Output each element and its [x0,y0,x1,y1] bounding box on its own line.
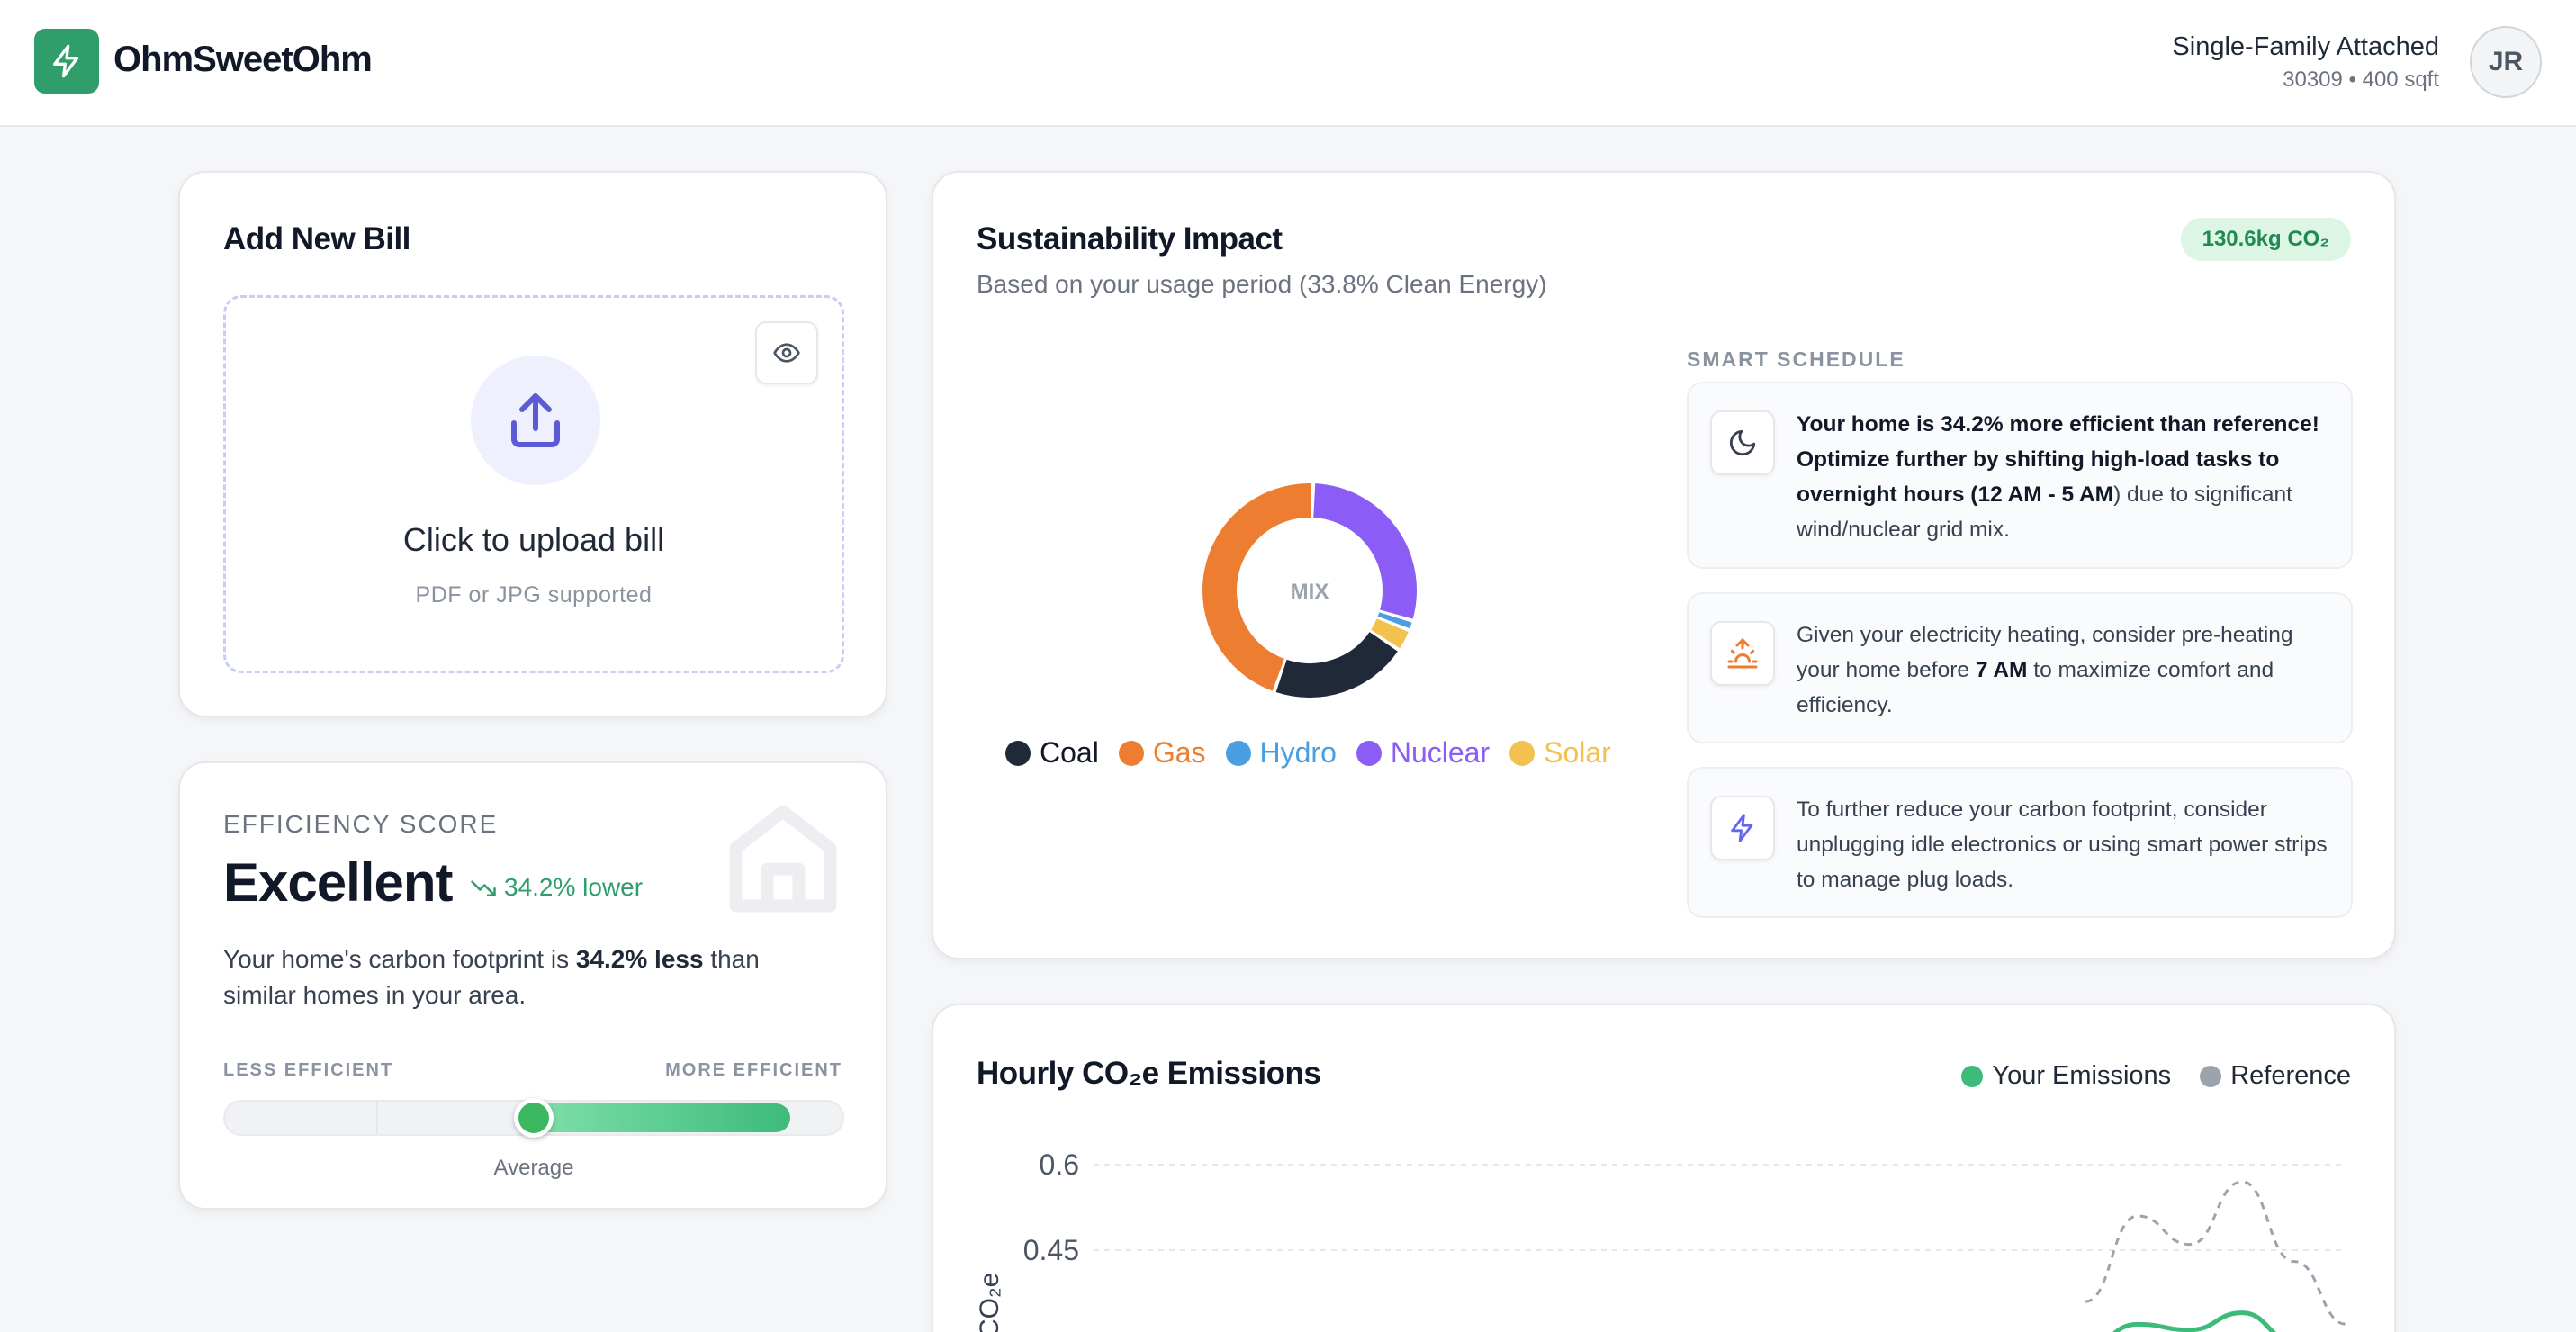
scale-left-label: LESS EFFICIENT [223,1060,394,1080]
tip-bold: Your home is 34.2% more efficient than r… [1797,412,2319,507]
donut-slice-solar[interactable] [1370,618,1409,649]
tip-bold: 7 AM [1975,658,2028,682]
eye-icon [773,343,800,363]
donut-slice-nuclear[interactable] [1312,483,1417,619]
efficiency-card: EFFICIENCY SCORE Excellent 34.2% lower Y… [178,761,887,1210]
series-line-your-emissions [2112,1310,2277,1332]
preview-button[interactable] [755,321,818,384]
legend-dot [1356,740,1382,766]
legend-dot [1225,740,1251,766]
legend-reference[interactable]: Reference [2200,1061,2351,1091]
efficiency-rating: Excellent [223,852,453,913]
legend-label: Nuclear [1390,736,1491,769]
logo[interactable] [34,29,99,94]
energy-mix-legend: Coal Gas Hydro Nuclear Solar [1005,736,1611,770]
legend-dot [1509,740,1536,766]
home-meta: 30309 • 400 sqft [2283,68,2439,92]
scale-mid-label: Average [493,1156,574,1180]
legend-item-nuclear[interactable]: Nuclear [1356,736,1490,770]
upload-dropzone[interactable]: Click to upload bill PDF or JPG supporte… [223,295,844,673]
trend-down-icon [471,880,496,896]
efficiency-label: EFFICIENCY SCORE [223,810,499,838]
scale-right-label: MORE EFFICIENT [665,1060,842,1080]
efficiency-scale-fill [536,1103,790,1132]
legend-dot [2200,1065,2222,1087]
home-type: Single-Family Attached [2172,32,2439,61]
legend-item-coal[interactable]: Coal [1005,736,1099,770]
upload-formats: PDF or JPG supported [415,582,653,608]
scale-tick [376,1102,378,1134]
y-tick-label: 0.45 [1023,1234,1079,1266]
efficiency-trend: 34.2% lower [470,873,643,902]
legend-dot [1961,1065,1984,1087]
desc-prefix: Your home's carbon footprint is [223,945,576,973]
add-bill-card: Add New Bill Click to upload bill PDF or… [178,171,887,717]
donut-slice-hydro[interactable] [1377,612,1412,629]
efficiency-description: Your home's carbon footprint is 34.2% le… [223,941,817,1013]
tip-card: Given your electricity heating, consider… [1687,592,2353,743]
tip-card: Your home is 34.2% more efficient than r… [1687,382,2353,569]
card-title: Add New Bill [223,221,410,256]
legend-item-gas[interactable]: Gas [1118,736,1206,770]
legend-label: Gas [1152,736,1206,769]
tip-pre: Given your electricity heating, consider… [1797,623,2293,682]
sustainability-card: Sustainability Impact Based on your usag… [932,171,2396,959]
tip-rest: to maximize comfort and efficiency. [1797,658,2274,717]
upload-cta: Click to upload bill [402,521,665,558]
series-line-reference [2085,1180,2347,1326]
legend-label: Your Emissions [1992,1061,2172,1090]
house-icon [720,796,846,926]
donut-slice-gas[interactable] [1202,483,1312,691]
top-bar: OhmSweetOhm Single-Family Attached 30309… [0,0,2576,127]
sunrise-icon [1727,638,1758,669]
legend-dot [1118,740,1144,766]
tip-icon-box [1710,796,1775,860]
sustainability-subtitle: Based on your usage period (33.8% Clean … [977,270,1547,298]
legend-label: Coal [1040,736,1099,769]
efficiency-scale-marker [514,1098,554,1138]
hourly-emissions-chart: 0.6 0.45 CO₂e [975,1148,2347,1332]
trend-text: 34.2% lower [504,873,644,901]
energy-mix-donut: MIX [1194,475,1425,706]
upload-icon [511,393,560,447]
tip-rest: ) due to significant wind/nuclear grid m… [1797,482,2292,542]
card-title: Hourly CO₂e Emissions [977,1056,1321,1091]
tip-text: Given your electricity heating, consider… [1797,617,2337,723]
card-title: Sustainability Impact [977,221,1283,256]
legend-label: Solar [1544,736,1611,769]
legend-label: Reference [2230,1061,2351,1090]
avatar[interactable]: JR [2470,26,2542,98]
donut-slice-coal[interactable] [1275,631,1398,698]
tip-icon-box [1710,410,1775,475]
bolt-icon [53,44,79,78]
legend-item-hydro[interactable]: Hydro [1225,736,1337,770]
legend-label: Hydro [1259,736,1337,769]
legend-dot [1005,740,1031,766]
tip-card: To further reduce your carbon footprint,… [1687,767,2353,918]
y-axis-label: CO₂e [975,1273,1004,1332]
legend-item-solar[interactable]: Solar [1509,736,1611,770]
moon-icon [1729,429,1756,456]
desc-suffix: than similar homes in your area. [223,945,760,1009]
hourly-emissions-card: Hourly CO₂e Emissions Your Emissions Ref… [932,1004,2396,1332]
desc-bold: 34.2% less [575,945,704,973]
upload-icon-circle [471,356,600,485]
legend-your-emissions[interactable]: Your Emissions [1961,1061,2171,1091]
donut-center-label: MIX [1291,580,1329,604]
tip-text: Your home is 34.2% more efficient than r… [1797,407,2337,547]
tip-icon-box [1710,621,1775,686]
tip-text: To further reduce your carbon footprint,… [1797,797,2328,892]
hourly-legend: Your Emissions Reference [1961,1061,2351,1091]
y-tick-label: 0.6 [1040,1148,1079,1181]
co2-badge: 130.6kg CO₂ [2180,218,2351,261]
bolt-icon [1731,814,1753,842]
smart-schedule-label: SMART SCHEDULE [1687,347,1905,371]
brand-name[interactable]: OhmSweetOhm [113,40,373,79]
